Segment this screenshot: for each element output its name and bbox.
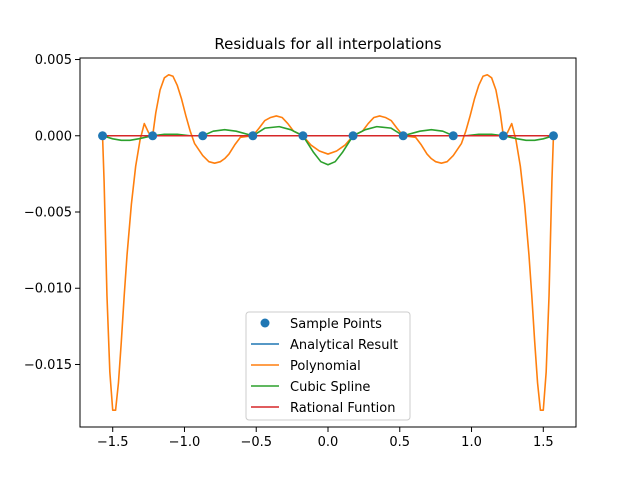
series-line-cubic-spline bbox=[102, 125, 554, 166]
legend-label: Cubic Spline bbox=[290, 380, 370, 395]
y-tick-label: −0.015 bbox=[24, 358, 72, 373]
sample-point bbox=[248, 131, 258, 141]
sample-point bbox=[98, 131, 108, 141]
x-tick-label: −0.5 bbox=[240, 435, 272, 450]
y-axis: 0.005 0.000 −0.005 −0.010 −0.015 bbox=[24, 53, 80, 373]
chart-title: Residuals for all interpolations bbox=[214, 35, 441, 53]
x-tick-label: 0.5 bbox=[389, 435, 410, 450]
x-axis: −1.5 −1.0 −0.5 0.0 0.5 1.0 1.5 bbox=[97, 427, 554, 450]
x-tick-label: 1.5 bbox=[533, 435, 554, 450]
sample-point bbox=[398, 131, 408, 141]
sample-points-layer bbox=[98, 131, 558, 141]
legend-marker bbox=[260, 318, 270, 328]
x-tick-label: 0.0 bbox=[318, 435, 339, 450]
legend-label: Rational Funtion bbox=[290, 401, 395, 416]
legend-box bbox=[245, 311, 411, 421]
legend-label: Sample Points bbox=[290, 317, 382, 332]
y-tick-label: −0.005 bbox=[24, 206, 72, 221]
sample-point bbox=[498, 131, 508, 141]
sample-point bbox=[548, 131, 558, 141]
sample-point bbox=[348, 131, 358, 141]
sample-point bbox=[198, 131, 208, 141]
legend-label: Polynomial bbox=[290, 359, 361, 374]
x-tick-label: −1.0 bbox=[169, 435, 201, 450]
sample-point bbox=[448, 131, 458, 141]
x-tick-label: −1.5 bbox=[97, 435, 129, 450]
sample-point bbox=[298, 131, 308, 141]
sample-point bbox=[148, 131, 158, 141]
y-tick-label: 0.005 bbox=[35, 53, 72, 68]
legend-label: Analytical Result bbox=[290, 338, 398, 353]
y-tick-label: −0.010 bbox=[24, 282, 72, 297]
x-tick-label: 1.0 bbox=[461, 435, 482, 450]
y-tick-label: 0.000 bbox=[35, 129, 72, 144]
legend: Sample Points Analytical Result Polynomial… bbox=[245, 311, 411, 421]
